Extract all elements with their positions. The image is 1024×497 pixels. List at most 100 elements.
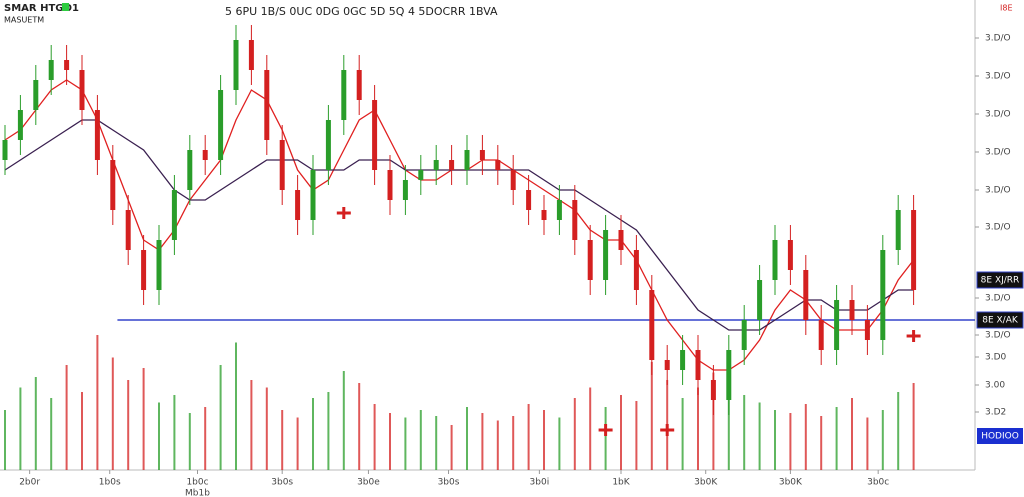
volume-bar [250, 380, 253, 470]
candle-body [787, 240, 793, 270]
y-tick-label: 3.D0 [985, 353, 1007, 363]
y-tick-label: 3.00 [985, 381, 1005, 391]
candle-body [218, 90, 224, 160]
candle-body [125, 210, 131, 250]
candle-body [510, 170, 516, 190]
volume-bar [65, 365, 68, 470]
volume-bar [527, 404, 530, 470]
volume-bar [573, 398, 576, 470]
volume-bar [358, 383, 361, 470]
candle-body [495, 160, 501, 170]
volume-bar [774, 410, 776, 470]
signal-marker [336, 207, 351, 219]
candle-body [633, 250, 639, 290]
volume-bar [419, 410, 422, 470]
candle-body [803, 270, 809, 320]
x-tick-label: 3b0K [779, 478, 803, 488]
candle-body [556, 200, 562, 220]
signal-marker [906, 330, 921, 342]
volume-bar [635, 401, 638, 470]
volume-bar [481, 413, 484, 470]
volume-bar [188, 413, 191, 470]
moving-average [4, 119, 914, 331]
candle-body [33, 80, 39, 110]
candle-body [572, 200, 578, 240]
y-tick-label: 3.D/O [985, 72, 1011, 82]
candle-body [372, 100, 378, 170]
candle-body [94, 110, 100, 160]
x-tick-label: 3b0s [271, 478, 293, 488]
volume-label-bg [977, 428, 1023, 444]
candle-body [649, 290, 655, 360]
candle-body [710, 380, 716, 400]
candle-body [387, 170, 393, 200]
volume-bar [681, 398, 684, 470]
volume-bar [697, 387, 699, 470]
volume-bar [19, 387, 22, 470]
volume-bar [127, 380, 130, 470]
candle-body [834, 300, 840, 350]
y-tick-label: 3.D/O [985, 34, 1011, 44]
symbol: SMAR HTGO1 [4, 3, 79, 14]
volume-bar [897, 392, 900, 470]
candle-body [264, 70, 270, 140]
candle-body [464, 150, 470, 170]
candle-body [202, 150, 208, 160]
volume-bar [281, 410, 284, 470]
x-tick-label: 3b0K [694, 478, 718, 488]
volume-bar [34, 377, 37, 470]
candle-body [310, 170, 316, 220]
volume-bar [296, 417, 299, 470]
candle-body [603, 230, 609, 280]
volume-bar [743, 395, 746, 470]
volume-bar [173, 395, 176, 470]
candle-body [17, 110, 23, 140]
candle-body [741, 320, 747, 350]
x-tick-label: 3b0i [530, 478, 550, 488]
volume-bar [327, 392, 330, 470]
volume-bar [111, 357, 114, 470]
candle-body [664, 360, 670, 370]
signal-marker [660, 424, 675, 436]
volume-bar [81, 392, 83, 470]
candle-body [418, 170, 424, 180]
volume-bar [558, 417, 561, 470]
status-icon [62, 3, 69, 11]
candle-body [541, 210, 547, 220]
volume-bar [789, 413, 792, 470]
y-tick-label: 3.D/O [985, 294, 1011, 304]
volume-bar [404, 417, 407, 470]
x-tick-label: 3b0e [357, 478, 380, 488]
y-tick-label: 3.D/O [985, 148, 1011, 158]
volume-bar [142, 368, 145, 470]
volume-bar [219, 365, 222, 470]
candle-body [64, 60, 70, 70]
volume-bar [881, 410, 884, 470]
candle-body [233, 40, 239, 90]
candle-body [680, 350, 686, 370]
candle-body [849, 300, 855, 320]
candle-body [295, 190, 301, 220]
candle-body [402, 180, 408, 200]
volume-bar [204, 407, 207, 470]
volume-bar [543, 410, 545, 470]
volume-bar [820, 416, 823, 470]
volume-bar [50, 398, 53, 470]
subtitle: MASUETM [4, 16, 44, 25]
candle-body [325, 120, 331, 170]
candle-body [341, 70, 347, 120]
volume-bar [312, 398, 314, 470]
candle-body [433, 160, 439, 170]
level-label-bg [976, 311, 1024, 329]
candle-body [695, 350, 701, 380]
volume-bar [466, 407, 468, 470]
candle-body [248, 40, 254, 70]
volume-bar [96, 335, 99, 470]
volume-bar [912, 383, 915, 470]
candle-body [526, 190, 532, 210]
candle-body [141, 250, 147, 290]
volume-bar [650, 362, 653, 470]
volume-bar [158, 402, 160, 470]
candle-body [356, 70, 362, 100]
